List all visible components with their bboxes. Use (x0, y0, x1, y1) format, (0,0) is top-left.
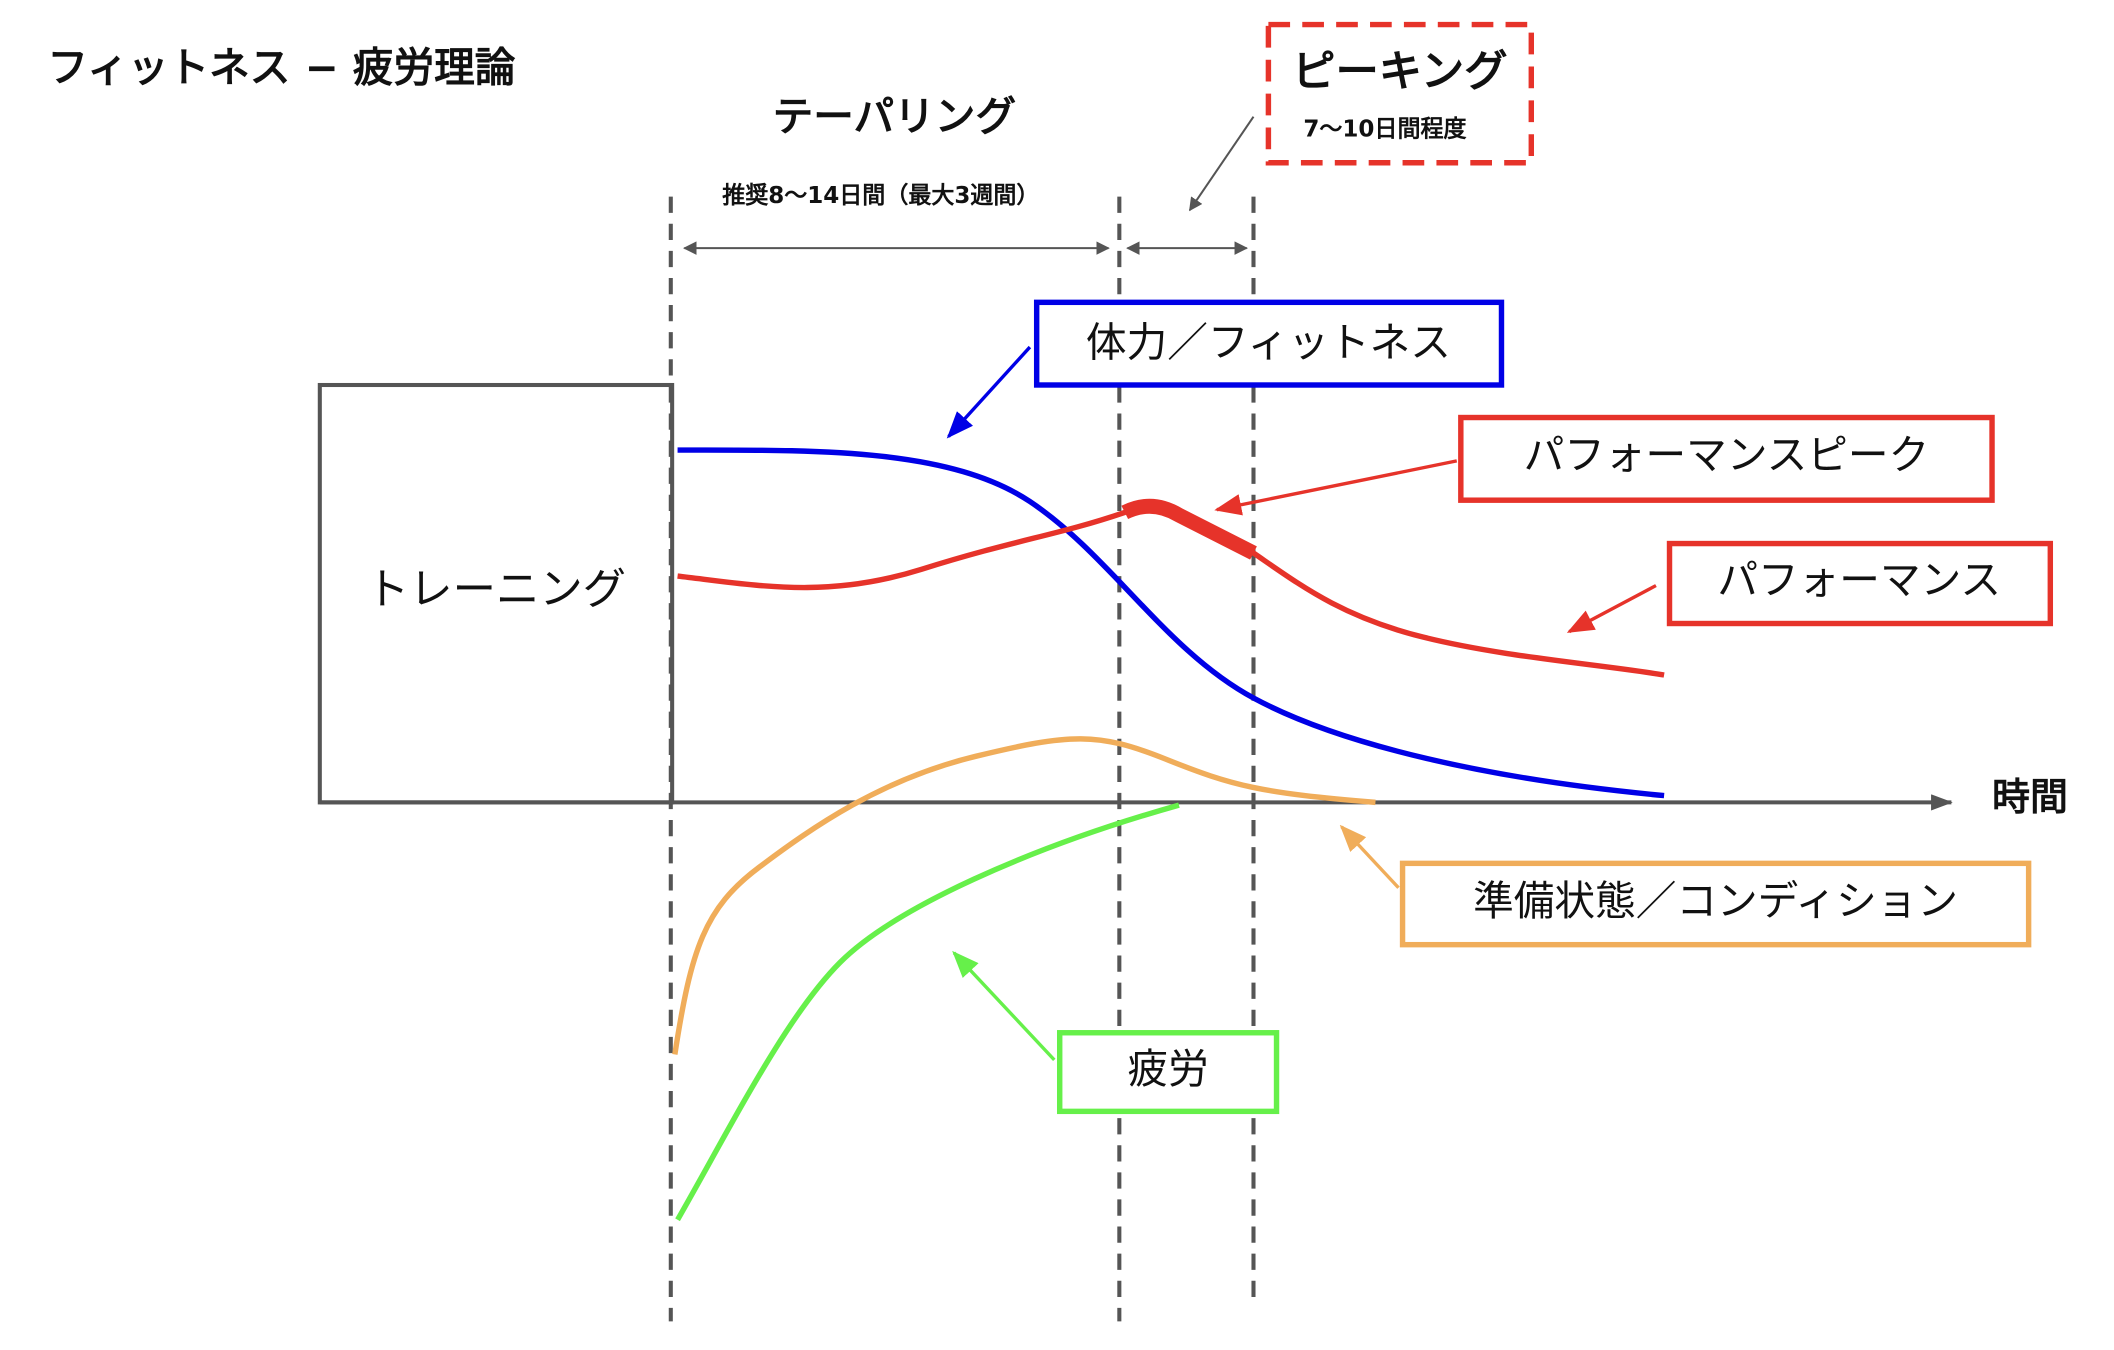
performance-peak (1121, 498, 1257, 560)
training-label: トレーニング (366, 565, 626, 615)
fitness-box (1033, 299, 1505, 388)
fitness-curve (677, 447, 1665, 799)
peaking-box (1265, 21, 1535, 166)
fitness-arrow (946, 345, 1032, 439)
axis-label: 時間 (1992, 775, 2068, 819)
fatigue-curve (675, 802, 1180, 1222)
performance-arrow (1566, 584, 1657, 634)
tapering-duration: 推奨8〜14日間（最大3週間） (722, 182, 1039, 209)
fatigue-label: 疲労 (1127, 1045, 1208, 1093)
performance-box (1666, 540, 2054, 627)
readiness-box (1399, 860, 2032, 948)
peaking-duration: 7〜10日間程度 (1303, 117, 1466, 143)
performance-curve (677, 503, 1665, 678)
readiness-curve (672, 736, 1376, 1055)
readiness-label: 準備状態／コンディション (1473, 877, 1958, 925)
peaking-arrow (1188, 116, 1255, 212)
performance-peak-label: パフォーマンスピーク (1524, 431, 1930, 479)
performance-peak-arrow (1214, 459, 1458, 516)
peaking-label: ピーキング (1292, 47, 1508, 97)
tapering-label: テーパリング (773, 92, 1016, 140)
fatigue-box (1057, 1030, 1280, 1115)
readiness-arrow (1339, 824, 1400, 889)
title: フィットネス − 疲労理論 (47, 44, 515, 92)
phase-lines (668, 196, 1256, 1322)
performance-peak-box (1458, 414, 1995, 503)
fatigue-arrow (952, 950, 1056, 1062)
performance-label: パフォーマンス (1717, 556, 2001, 604)
fitness-label: 体力／フィットネス (1086, 319, 1451, 367)
